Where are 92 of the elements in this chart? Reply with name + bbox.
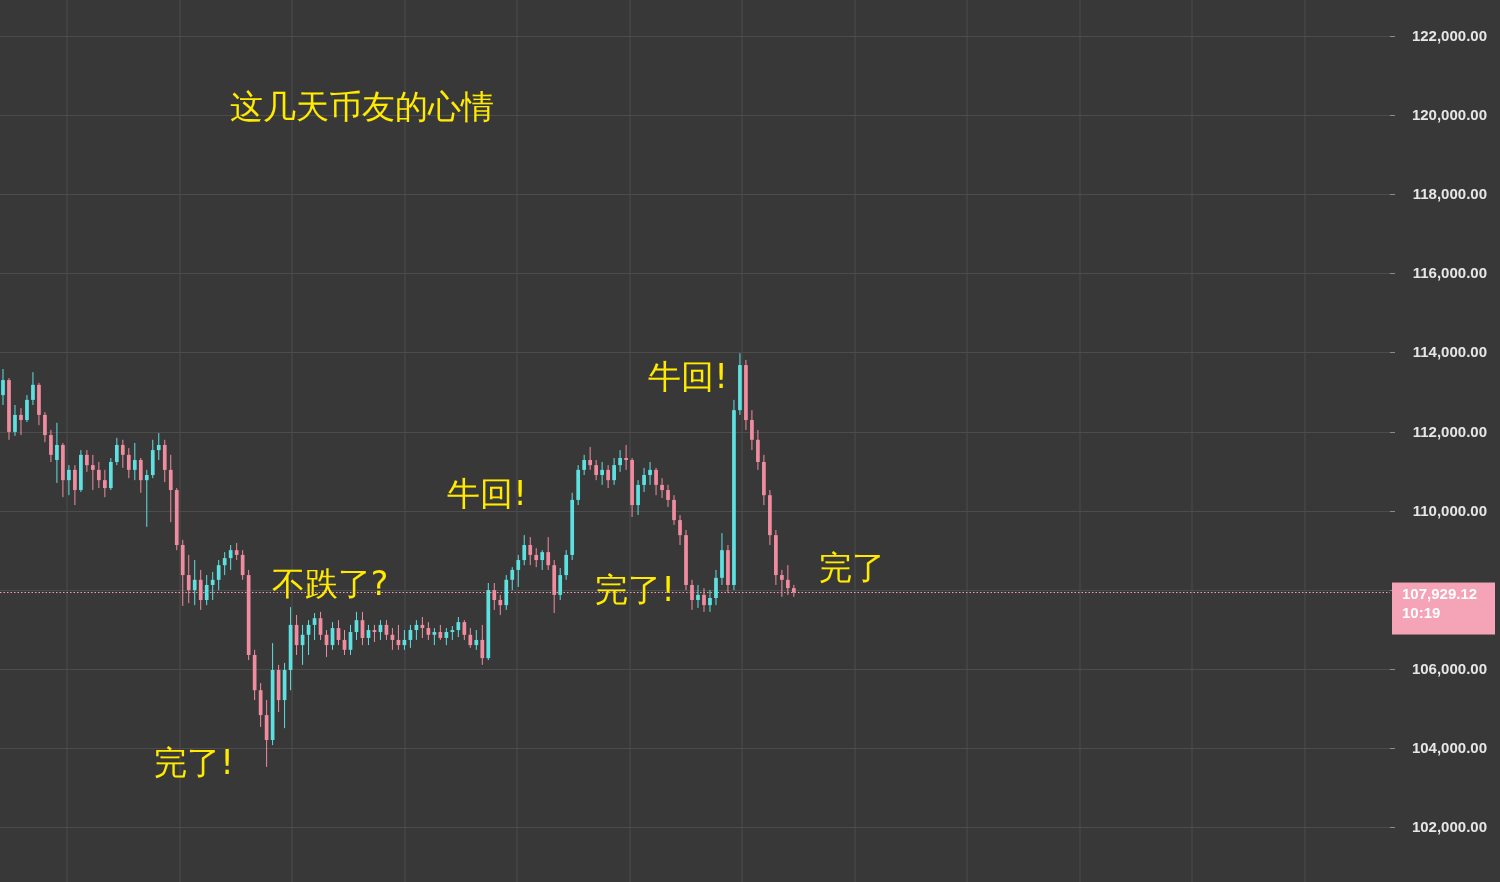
candlestick bbox=[132, 442, 137, 481]
annotation: 牛回! bbox=[447, 474, 527, 513]
ref-line-label: 107,929.12 10:19 bbox=[1392, 582, 1495, 635]
candlestick bbox=[672, 494, 676, 526]
candlestick bbox=[85, 449, 89, 473]
y-tick-label: 118,000.00 bbox=[1412, 185, 1487, 203]
candlestick bbox=[186, 554, 191, 604]
y-tick-label: 102,000.00 bbox=[1411, 818, 1487, 835]
y-tick-label: 110,000.00 bbox=[1412, 501, 1487, 519]
candlestick bbox=[73, 464, 77, 506]
candlestick bbox=[480, 624, 485, 666]
candlestick bbox=[516, 554, 521, 588]
candlestick bbox=[1, 368, 5, 406]
annotation: 牛回! bbox=[648, 357, 728, 396]
candlestick bbox=[31, 371, 35, 406]
annotation: 完了 bbox=[819, 548, 885, 587]
candlestick bbox=[156, 432, 161, 461]
ref-line-label: 107,929.12 10:19 bbox=[1402, 584, 1478, 621]
candlestick bbox=[67, 464, 71, 496]
y-tick-label: 112,000.00 bbox=[1412, 422, 1487, 440]
candlestick bbox=[582, 454, 587, 476]
candlestick bbox=[780, 569, 784, 598]
candlestick bbox=[600, 461, 604, 486]
candlestick bbox=[564, 549, 569, 581]
candlestick bbox=[510, 566, 515, 591]
candlestick bbox=[198, 569, 203, 611]
candlestick bbox=[468, 627, 473, 649]
candlestick bbox=[228, 544, 233, 571]
candlestick bbox=[696, 584, 700, 609]
candlestick bbox=[594, 459, 598, 481]
candlestick bbox=[690, 579, 694, 611]
annotation: 不跌了? bbox=[271, 564, 389, 603]
candlestick bbox=[708, 589, 712, 613]
candlestick bbox=[474, 629, 479, 651]
candlestick bbox=[55, 422, 59, 484]
candlestick bbox=[648, 461, 652, 486]
candlestick bbox=[492, 582, 497, 611]
candlestick bbox=[522, 534, 527, 566]
candlestick bbox=[168, 454, 173, 523]
candlestick bbox=[13, 404, 17, 437]
candlestick bbox=[624, 444, 628, 471]
candlestick bbox=[138, 457, 143, 494]
candlestick bbox=[666, 484, 670, 508]
y-tick-label: 106,000.00 bbox=[1411, 659, 1487, 677]
candlestick bbox=[792, 584, 796, 598]
candlestick bbox=[91, 454, 95, 491]
candlestick bbox=[120, 439, 125, 469]
candlestick bbox=[588, 446, 593, 471]
candlestick bbox=[750, 409, 754, 451]
candlestick bbox=[702, 587, 706, 613]
y-tick-label: 104,000.00 bbox=[1411, 738, 1487, 756]
candlestick bbox=[216, 559, 221, 591]
candlestick bbox=[678, 514, 682, 546]
y-tick-label: 116,000.00 bbox=[1412, 264, 1487, 282]
candlestick bbox=[25, 394, 29, 423]
candlestick bbox=[240, 549, 245, 581]
candlestick bbox=[97, 461, 101, 489]
candlestick bbox=[654, 467, 658, 496]
candlestick bbox=[102, 469, 107, 498]
candlestick bbox=[714, 569, 718, 606]
annotation: 完了! bbox=[595, 570, 675, 609]
candlestick bbox=[192, 559, 197, 606]
candlestick bbox=[498, 594, 503, 616]
candlestick bbox=[534, 547, 539, 568]
y-tick-label: 122,000.00 bbox=[1411, 27, 1487, 44]
candlestick bbox=[636, 479, 640, 516]
candlestick bbox=[660, 477, 664, 499]
candlestick bbox=[19, 407, 23, 436]
candlestick bbox=[642, 467, 646, 493]
candlestick bbox=[528, 536, 533, 566]
candlestick bbox=[43, 411, 47, 443]
candlestick bbox=[618, 449, 622, 473]
candlestick bbox=[462, 619, 467, 641]
candlestick bbox=[786, 564, 790, 596]
candlestick bbox=[456, 616, 461, 638]
y-tick-label: 120,000.00 bbox=[1411, 106, 1487, 124]
y-tick-label: 114,000.00 bbox=[1412, 343, 1487, 361]
candlestick bbox=[540, 549, 545, 571]
candlestick bbox=[558, 567, 563, 601]
candlestick bbox=[144, 469, 149, 528]
candlestick bbox=[612, 457, 616, 486]
candlestick bbox=[546, 536, 551, 571]
candlestick bbox=[222, 551, 227, 576]
annotation: 完了! bbox=[154, 743, 234, 782]
candlestick bbox=[204, 574, 209, 606]
candlestick bbox=[126, 447, 131, 479]
candlestick bbox=[114, 437, 119, 466]
candlestick bbox=[756, 429, 760, 471]
candlestick bbox=[606, 464, 610, 489]
title: 这几天币友的心情 bbox=[230, 87, 494, 126]
candlestick bbox=[210, 571, 215, 601]
candlestick bbox=[49, 429, 53, 463]
